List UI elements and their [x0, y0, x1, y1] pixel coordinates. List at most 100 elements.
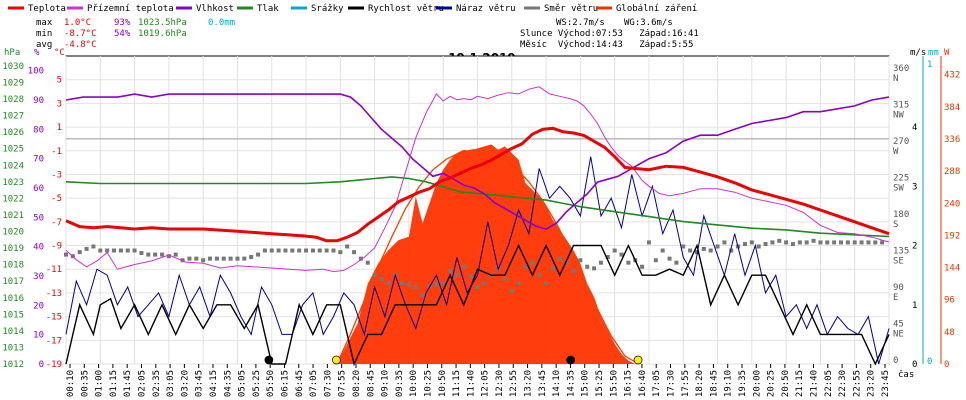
- dir-tick-name: W: [893, 147, 899, 157]
- hpa-tick-label: 1020: [2, 228, 24, 238]
- dir-tick-deg: 270: [893, 137, 909, 147]
- wind-direction-point: [653, 258, 658, 263]
- c-tick-label: -1: [51, 147, 62, 157]
- wind-direction-point: [208, 256, 213, 261]
- wind-direction-point: [640, 264, 645, 269]
- time-tick-label: 04:35: [223, 370, 233, 397]
- hpa-tick-label: 1028: [2, 95, 24, 105]
- sun-times: Slunce Východ:07:53 Západ:16:41: [520, 29, 699, 39]
- time-tick-label: 22:55: [852, 370, 862, 397]
- legend-label: Rychlost větru: [368, 4, 444, 14]
- max-label: max: [36, 18, 53, 28]
- wind-direction-point: [571, 268, 576, 273]
- wind-direction-point: [214, 256, 219, 261]
- w-tick-label: 192: [944, 231, 960, 241]
- pressure-line: [65, 176, 890, 238]
- wind-direction-point: [98, 248, 103, 253]
- wind-direction-point: [544, 280, 549, 285]
- mm-tick-label: 1: [927, 60, 932, 70]
- hpa-tick-label: 1022: [2, 194, 24, 204]
- dir-tick-deg: 45: [893, 320, 904, 330]
- wind-direction-point: [770, 240, 775, 245]
- w-tick-label: 144: [944, 264, 960, 274]
- pct-tick-label: 90: [33, 96, 44, 106]
- wind-direction-point: [818, 240, 823, 245]
- dir-tick-name: S: [893, 220, 898, 230]
- time-tick-label: 06:15: [280, 370, 290, 397]
- wind-direction-point: [125, 248, 130, 253]
- wind-direction-point: [297, 248, 302, 253]
- wind-direction-point: [825, 240, 830, 245]
- time-tick-label: 12:55: [509, 370, 519, 397]
- time-tick-label: 05:25: [252, 370, 262, 397]
- time-tick-label: 16:40: [638, 370, 648, 397]
- time-tick-label: 01:15: [109, 370, 119, 397]
- hpa-unit: hPa: [4, 48, 20, 58]
- hpa-tick-label: 1025: [2, 145, 24, 155]
- hpa-tick-label: 1021: [2, 211, 24, 221]
- wind-gust-line: [65, 156, 890, 365]
- wind-direction-point: [784, 240, 789, 245]
- time-tick-label: 18:20: [695, 370, 705, 397]
- sun-marker: [331, 355, 341, 365]
- time-tick-label: 12:30: [495, 370, 505, 397]
- wind-direction-point: [502, 276, 507, 281]
- ms-tick-label: 0: [912, 360, 917, 370]
- wind-direction-point: [756, 244, 761, 249]
- mm-tick-label: 0: [927, 357, 932, 367]
- w-tick-label: 96: [944, 296, 955, 306]
- c-tick-label: -17: [46, 336, 62, 346]
- min-press: 1019.6hPa: [138, 29, 187, 39]
- wind-direction-point: [400, 280, 405, 285]
- ms-tick-label: 1: [912, 301, 917, 311]
- wind-direction-point: [317, 248, 322, 253]
- wind-direction-point: [626, 260, 631, 265]
- wind-direction-point: [715, 244, 720, 249]
- dir-tick-deg: 315: [893, 101, 909, 111]
- wind-direction-point: [146, 252, 151, 257]
- time-tick-label: 03:20: [180, 370, 190, 397]
- time-tick-label: 16:15: [624, 370, 634, 397]
- pct-tick-label: 40: [33, 243, 44, 253]
- humidity-line: [65, 93, 890, 230]
- stats-box: max 1.0°C 93% 1023.5hPa 0.0mm min -8.7°C…: [36, 18, 235, 50]
- max-hum: 93%: [114, 18, 131, 28]
- wind-direction-point: [269, 248, 274, 253]
- time-tick-label: 09:10: [381, 370, 391, 397]
- wind-direction-point: [91, 244, 96, 249]
- wind-direction-point: [804, 240, 809, 245]
- wind-direction-point: [262, 248, 267, 253]
- pct-unit: %: [34, 48, 40, 58]
- time-tick-label: 01:45: [123, 370, 133, 397]
- wind-direction-point: [187, 256, 192, 261]
- ms-unit: m/s: [910, 48, 926, 58]
- time-tick-label: 22:05: [824, 370, 834, 397]
- time-tick-label: 17:30: [667, 370, 677, 397]
- wind-direction-point: [688, 248, 693, 253]
- wind-direction-point: [859, 240, 864, 245]
- time-tick-label: 17:55: [681, 370, 691, 397]
- legend-label: Globální záření: [616, 4, 697, 14]
- time-tick-label: 07:30: [323, 370, 333, 397]
- legend-label: Vlhkost: [196, 4, 234, 14]
- wind-direction-point: [228, 256, 233, 261]
- wind-direction-point: [811, 238, 816, 243]
- wind-direction-point: [331, 248, 336, 253]
- hpa-tick-label: 1014: [2, 327, 24, 337]
- wind-direction-point: [612, 248, 617, 253]
- legend-label: Směr větru: [544, 4, 598, 14]
- wind-direction-point: [880, 240, 885, 245]
- wind-direction-point: [482, 280, 487, 285]
- wind-direction-point: [406, 282, 411, 287]
- wind-direction-point: [434, 282, 439, 287]
- wind-direction-point: [413, 285, 418, 289]
- wind-direction-point: [352, 250, 357, 255]
- wind-direction-point: [681, 244, 686, 249]
- wind-direction-point: [866, 240, 871, 245]
- time-tick-label: 05:50: [266, 370, 276, 397]
- pct-tick-label: 20: [33, 301, 44, 311]
- wind-direction-point: [585, 264, 590, 269]
- w-tick-label: 432: [944, 71, 960, 81]
- legend: Teplota Přízemní teplota Vlhkost Tlak Srážky…: [8, 4, 697, 14]
- wind-gust-avg: WG:3.6m/s: [624, 18, 673, 28]
